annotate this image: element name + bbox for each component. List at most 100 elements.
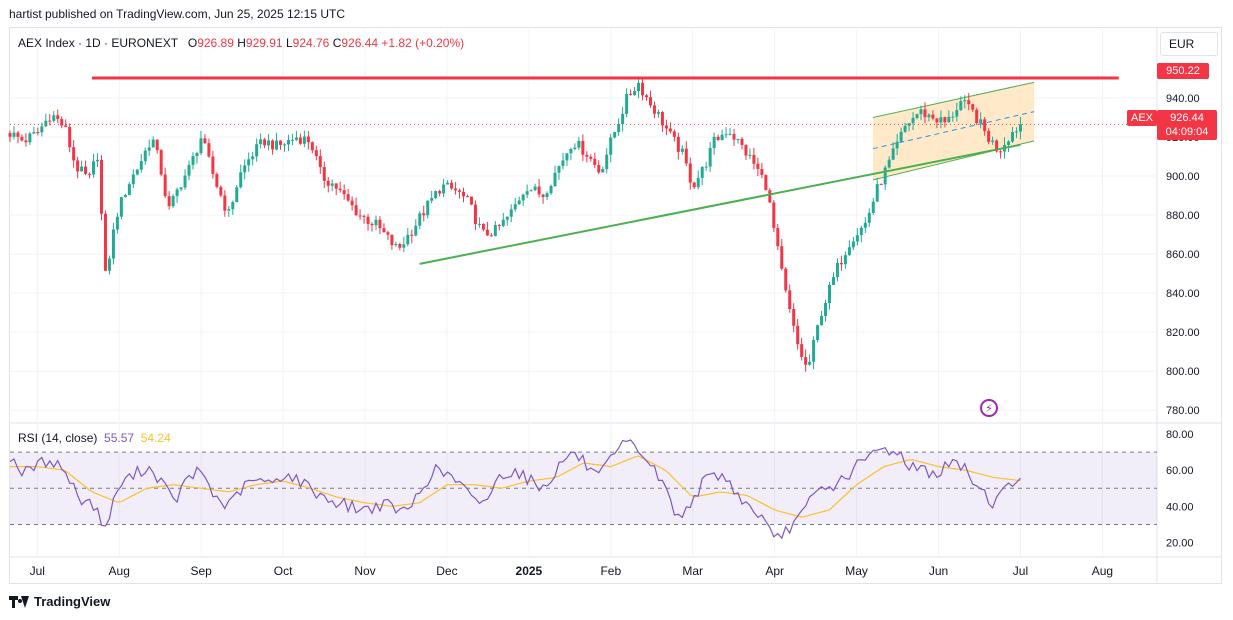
candle-body	[72, 147, 76, 161]
candle-body	[131, 174, 135, 185]
candle-body	[772, 202, 776, 228]
candle-body	[227, 209, 231, 211]
time-tick-label: Jul	[1013, 564, 1028, 578]
candle-body	[816, 325, 820, 341]
candle-body	[48, 120, 52, 122]
candle-body	[621, 113, 625, 125]
last-price: 926.44	[1170, 112, 1204, 124]
candle-body	[239, 172, 243, 188]
candle-body	[692, 182, 696, 188]
candle-body	[776, 227, 780, 247]
candle-body	[585, 154, 589, 157]
candle-body	[641, 82, 645, 96]
candle-body	[56, 115, 60, 120]
trendlines[interactable]	[10, 76, 1157, 265]
candle-body	[652, 105, 656, 114]
candle-body	[541, 194, 545, 198]
candle-body	[80, 166, 84, 172]
candle-body	[318, 156, 322, 168]
rsi-tick-label: 80.00	[1166, 429, 1194, 441]
candle-body	[820, 316, 824, 326]
candle-body	[792, 308, 796, 326]
currency-selector[interactable]: EUR	[1160, 32, 1218, 56]
candle-body	[513, 204, 517, 210]
candle-body	[187, 164, 191, 176]
candle-body	[247, 159, 251, 166]
rsi-line	[9, 439, 1021, 540]
candle-body	[999, 151, 1003, 153]
symbol-tag: AEX	[1127, 110, 1157, 126]
low-value: 924.76	[292, 36, 330, 50]
lightning-icon[interactable]: ⚡	[980, 399, 998, 417]
candle-body	[911, 117, 915, 124]
candle-body	[883, 167, 887, 185]
candle-body	[545, 193, 549, 198]
resistance-price-tag: 950.22	[1157, 63, 1209, 79]
publish-info: hartist published on TradingView.com, Ju…	[9, 7, 345, 21]
candle-body	[8, 133, 12, 137]
candle-body	[700, 166, 704, 178]
candle-body	[991, 140, 995, 142]
candle-body	[943, 117, 947, 123]
candle-body	[485, 229, 489, 236]
candle-body	[975, 109, 979, 124]
candle-body	[1018, 124, 1022, 132]
candle-body	[64, 125, 68, 127]
candle-body	[191, 156, 195, 165]
candle-body	[569, 149, 573, 154]
time-tick-label: Apr	[765, 564, 784, 578]
candle-body	[843, 255, 847, 265]
price-channel[interactable]	[872, 81, 1035, 181]
candle-body	[290, 139, 294, 141]
candle-body	[342, 190, 346, 195]
candle-body	[788, 290, 792, 309]
candle-body	[597, 164, 601, 173]
candle-body	[28, 133, 32, 143]
candle-body	[863, 222, 867, 228]
candle-body	[533, 186, 537, 191]
candle-body	[255, 144, 259, 157]
candle-body	[334, 183, 338, 189]
rsi-label[interactable]: RSI (14, close)	[18, 431, 98, 445]
candle-body	[959, 101, 963, 111]
candle-body	[446, 182, 450, 185]
candle-body	[171, 196, 175, 207]
bar-countdown: 04:09:04	[1165, 126, 1209, 138]
candle-body	[517, 200, 521, 205]
candle-body	[629, 93, 633, 96]
candle-body	[402, 244, 406, 248]
time-tick-label: May	[845, 564, 868, 578]
candle-body	[800, 344, 804, 357]
price-tick-label: 800.00	[1166, 366, 1200, 378]
candle-body	[867, 212, 871, 223]
candle-body	[983, 119, 987, 131]
footer-brand[interactable]: TradingView	[9, 594, 110, 609]
candle-body	[99, 159, 103, 214]
time-tick-label: Dec	[436, 564, 457, 578]
candle-body	[489, 235, 493, 237]
candle-body	[899, 131, 903, 142]
candle-body	[680, 148, 684, 152]
candle-body	[668, 128, 672, 132]
candle-body	[243, 165, 247, 173]
candle-body	[159, 150, 163, 175]
candle-body	[732, 134, 736, 140]
candle-body	[406, 234, 410, 245]
candle-body	[147, 147, 151, 151]
symbol-label[interactable]: AEX Index · 1D · EURONEXT	[18, 36, 178, 50]
candle-body	[537, 186, 541, 195]
candle-body	[1007, 141, 1011, 145]
high-value: 929.91	[245, 36, 283, 50]
candle-body	[354, 205, 358, 216]
candle-body	[963, 100, 967, 102]
candle-body	[438, 191, 442, 194]
candle-body	[123, 195, 127, 198]
candle-body	[812, 340, 816, 362]
candle-body	[465, 196, 469, 198]
candle-body	[828, 284, 832, 304]
candle-body	[672, 131, 676, 137]
candle-body	[410, 234, 414, 236]
candle-body	[664, 125, 668, 129]
candle-body	[891, 148, 895, 160]
